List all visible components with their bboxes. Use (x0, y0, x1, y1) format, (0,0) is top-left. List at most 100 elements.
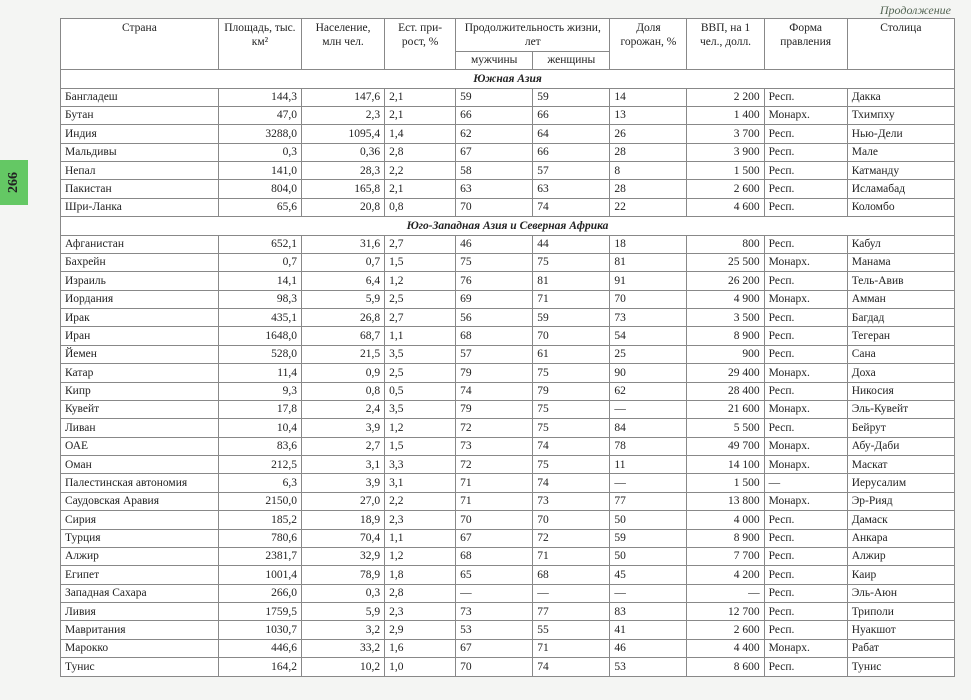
cell: 1,2 (385, 547, 456, 565)
cell: 3,9 (301, 419, 384, 437)
cell: 2 600 (687, 180, 764, 198)
cell: 14 100 (687, 456, 764, 474)
cell: 50 (610, 547, 687, 565)
cell: Йемен (61, 345, 219, 363)
section-header: Юго-Западная Азия и Северная Африка (61, 217, 955, 235)
cell: Алжир (61, 547, 219, 565)
cell: 46 (456, 235, 533, 253)
cell: Монарх. (764, 492, 847, 510)
cell: 72 (456, 456, 533, 474)
table-row: Ирак435,126,82,75659733 500Респ.Багдад (61, 309, 955, 327)
cell: 13 (610, 106, 687, 124)
cell: Респ. (764, 143, 847, 161)
cell: Эр-Рияд (847, 492, 954, 510)
cell: 33,2 (301, 639, 384, 657)
cell: 14 (610, 88, 687, 106)
cell: 12 700 (687, 603, 764, 621)
table-row: Кувейт17,82,43,57975—21 600Монарх.Эль-Ку… (61, 400, 955, 418)
table-row: Саудовская Аравия2150,027,02,271737713 8… (61, 492, 955, 510)
table-row: Оман212,53,13,372751114 100Монарх.Маскат (61, 456, 955, 474)
cell: 77 (610, 492, 687, 510)
cell: Мале (847, 143, 954, 161)
table-row: Иран1648,068,71,16870548 900Респ.Тегеран (61, 327, 955, 345)
table-row: Иордания98,35,92,56971704 900Монарх.Амма… (61, 290, 955, 308)
cell: 77 (533, 603, 610, 621)
table-row: Египет1001,478,91,86568454 200Респ.Каир (61, 566, 955, 584)
cell: 79 (456, 400, 533, 418)
cell: 28 (610, 180, 687, 198)
cell: 71 (456, 492, 533, 510)
table-row: Алжир2381,732,91,26871507 700Респ.Алжир (61, 547, 955, 565)
cell: 13 800 (687, 492, 764, 510)
cell: Респ. (764, 88, 847, 106)
cell: 57 (456, 345, 533, 363)
countries-table: Страна Площадь, тыс. км² Население, млн … (60, 18, 955, 677)
cell: 59 (456, 88, 533, 106)
table-row: Тунис164,210,21,07074538 600Респ.Тунис (61, 658, 955, 676)
cell: 804,0 (218, 180, 301, 198)
table-row: Сирия185,218,92,37070504 000Респ.Дамаск (61, 511, 955, 529)
cell: Марокко (61, 639, 219, 657)
cell: 2,3 (385, 511, 456, 529)
cell: Палестинская автономия (61, 474, 219, 492)
table-row: Марокко446,633,21,66771464 400Монарх.Раб… (61, 639, 955, 657)
cell: 76 (456, 272, 533, 290)
cell: 59 (610, 529, 687, 547)
cell: Бангладеш (61, 88, 219, 106)
cell: 144,3 (218, 88, 301, 106)
cell: 81 (610, 253, 687, 271)
cell: 0,8 (301, 382, 384, 400)
cell: 56 (456, 309, 533, 327)
cell: Афганистан (61, 235, 219, 253)
cell: Иерусалим (847, 474, 954, 492)
cell: 61 (533, 345, 610, 363)
table-body: Южная АзияБангладеш144,3147,62,15959142 … (61, 70, 955, 676)
cell: 71 (456, 474, 533, 492)
cell: 53 (610, 658, 687, 676)
cell: Ирак (61, 309, 219, 327)
cell: Западная Сахара (61, 584, 219, 602)
cell: 2,8 (385, 143, 456, 161)
cell: 72 (533, 529, 610, 547)
cell: 66 (533, 143, 610, 161)
cell: Алжир (847, 547, 954, 565)
cell: 25 (610, 345, 687, 363)
cell: 72 (456, 419, 533, 437)
cell: 73 (610, 309, 687, 327)
cell: Монарх. (764, 400, 847, 418)
cell: 0,5 (385, 382, 456, 400)
cell: Иран (61, 327, 219, 345)
cell: Бахрейн (61, 253, 219, 271)
cell: 2,7 (385, 309, 456, 327)
cell: Респ. (764, 198, 847, 216)
cell: 53 (456, 621, 533, 639)
cell: 165,8 (301, 180, 384, 198)
cell: 26 (610, 125, 687, 143)
cell: 71 (533, 639, 610, 657)
cell: 83,6 (218, 437, 301, 455)
cell: 10,2 (301, 658, 384, 676)
cell: Маскат (847, 456, 954, 474)
cell: 98,3 (218, 290, 301, 308)
table-row: Катар11,40,92,579759029 400Монарх.Доха (61, 364, 955, 382)
cell: 50 (610, 511, 687, 529)
cell: Респ. (764, 511, 847, 529)
cell: Никосия (847, 382, 954, 400)
cell: 2 600 (687, 621, 764, 639)
cell: 3,1 (301, 456, 384, 474)
cell: 2,1 (385, 88, 456, 106)
cell: 8 900 (687, 529, 764, 547)
cell: 75 (533, 253, 610, 271)
cell: 1759,5 (218, 603, 301, 621)
cell: 0,8 (385, 198, 456, 216)
cell: Кувейт (61, 400, 219, 418)
cell: 1,4 (385, 125, 456, 143)
cell: 4 900 (687, 290, 764, 308)
cell: 0,3 (301, 584, 384, 602)
cell: 1095,4 (301, 125, 384, 143)
cell: Респ. (764, 235, 847, 253)
cell: 147,6 (301, 88, 384, 106)
cell: 2 200 (687, 88, 764, 106)
cell: 25 500 (687, 253, 764, 271)
cell: 28 (610, 143, 687, 161)
